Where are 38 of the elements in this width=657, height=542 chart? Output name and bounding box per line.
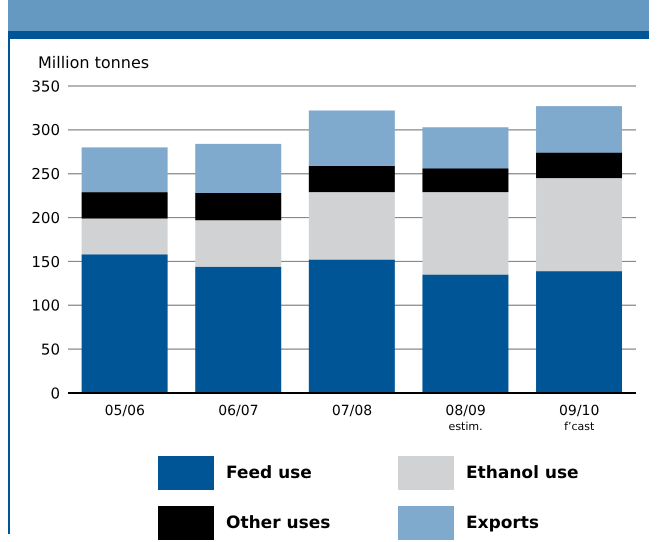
bar xyxy=(195,193,282,220)
bar xyxy=(308,192,395,260)
bar xyxy=(422,168,508,192)
y-tick-label: 200 xyxy=(31,208,60,227)
legend-label: Ethanol use xyxy=(466,463,579,483)
y-tick-label: 50 xyxy=(40,340,60,358)
bar xyxy=(308,110,395,166)
x-tick-label: 08/09 estim. xyxy=(445,403,486,433)
bar xyxy=(82,218,168,254)
bar xyxy=(536,178,622,272)
bar xyxy=(422,192,508,275)
bar xyxy=(82,254,168,393)
bar xyxy=(422,274,508,393)
y-tick-label: 300 xyxy=(31,121,60,140)
y-tick-label: 350 xyxy=(31,77,60,96)
bar xyxy=(195,144,282,194)
legend-label: Exports xyxy=(466,513,540,533)
y-tick-label: 250 xyxy=(31,165,60,184)
bar xyxy=(82,147,168,192)
bar xyxy=(195,266,282,393)
y-tick-label: 100 xyxy=(31,296,60,315)
x-tick-label: 06/07 xyxy=(218,403,259,419)
bar xyxy=(536,271,622,393)
legend-label: Other uses xyxy=(226,513,330,533)
bar xyxy=(422,127,508,168)
y-tick-label: 0 xyxy=(50,384,60,402)
bar xyxy=(82,192,168,218)
x-tick-label: 05/06 xyxy=(104,403,146,419)
y-tick-label: 150 xyxy=(31,252,60,271)
bar xyxy=(536,152,622,178)
bar xyxy=(308,260,395,393)
x-tick-label: 09/10 f’cast xyxy=(559,403,600,433)
x-tick-label: 07/08 xyxy=(332,403,372,419)
y-axis-title: Million tonnes xyxy=(38,53,150,72)
bar xyxy=(536,106,622,153)
bar xyxy=(308,166,395,192)
legend-label: Feed use xyxy=(226,463,312,483)
bar xyxy=(195,220,282,267)
